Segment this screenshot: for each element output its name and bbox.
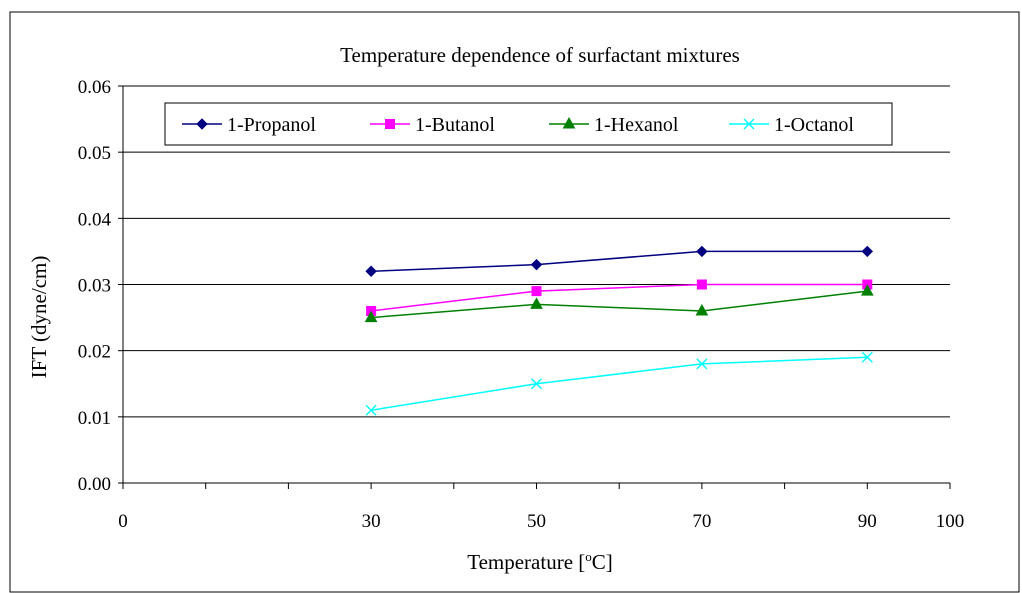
data-point [696, 245, 708, 258]
x-tick-label: 70 [692, 511, 711, 532]
y-tick-label: 0.03 [78, 276, 111, 297]
legend-marker [385, 119, 395, 129]
x-tick-label: 100 [936, 511, 965, 532]
legend-label: 1-Hexanol [594, 114, 679, 136]
x-tick-labels: 0 30 50 70 90 100 [118, 511, 964, 532]
series-line [371, 250, 868, 273]
axes [118, 85, 951, 489]
series-1-hexanol [364, 284, 874, 323]
legend-label: 1-Propanol [227, 114, 316, 136]
x-axis-label-superscript: o [585, 549, 592, 564]
data-point [695, 303, 709, 316]
data-point [530, 258, 543, 271]
data-point [365, 404, 377, 416]
gridlines [123, 85, 950, 484]
y-axis-label: IFT (dyne/cm) [27, 256, 51, 379]
x-axis-label: Temperature [oC] [467, 549, 613, 574]
legend: 1-Propanol 1-Butanol 1-Hexanol 1-Octanol [164, 102, 893, 146]
series-1-propanol [365, 245, 874, 277]
legend-marker [196, 118, 208, 130]
chart-border [9, 11, 1020, 593]
y-tick-label: 0.02 [78, 342, 111, 363]
data-point [696, 279, 707, 290]
series-1-octanol [365, 351, 873, 416]
y-tick-label: 0.01 [78, 408, 111, 429]
legend-entry: 1-Octanol [729, 114, 854, 136]
data-point [530, 297, 543, 309]
data-point [365, 265, 377, 277]
chart-title: Temperature dependence of surfactant mix… [340, 43, 740, 67]
x-tick-label: 30 [362, 511, 381, 532]
legend-label: 1-Butanol [415, 114, 495, 136]
x-tick-label: 90 [858, 511, 877, 532]
y-tick-label: 0.04 [78, 209, 112, 230]
x-tick-label: 0 [118, 511, 128, 532]
y-tick-label: 0.00 [78, 474, 111, 495]
legend-entry: 1-Propanol [182, 114, 316, 136]
legend-entry: 1-Butanol [370, 114, 495, 136]
data-point [860, 284, 874, 296]
data-point [861, 245, 874, 258]
data-point [696, 358, 708, 370]
y-tick-labels: 0.00 0.01 0.02 0.03 0.04 0.05 0.06 [78, 77, 112, 495]
series-layer [364, 245, 874, 416]
legend-box [164, 102, 893, 146]
y-tick-label: 0.05 [78, 143, 111, 164]
series-line [370, 356, 868, 411]
x-axis-label-part: C] [592, 550, 613, 574]
y-tick-label: 0.06 [78, 77, 111, 98]
x-tick-label: 50 [527, 511, 546, 532]
legend-marker [743, 118, 755, 130]
legend-entry: 1-Hexanol [549, 114, 679, 136]
legend-label: 1-Octanol [774, 114, 854, 136]
legend-marker [562, 116, 576, 129]
data-point [531, 378, 542, 390]
data-point [364, 310, 378, 323]
x-axis-label-part: Temperature [ [467, 550, 585, 574]
series-line [371, 283, 868, 312]
series-line [371, 290, 868, 319]
data-point [861, 351, 873, 363]
data-point [531, 286, 542, 297]
